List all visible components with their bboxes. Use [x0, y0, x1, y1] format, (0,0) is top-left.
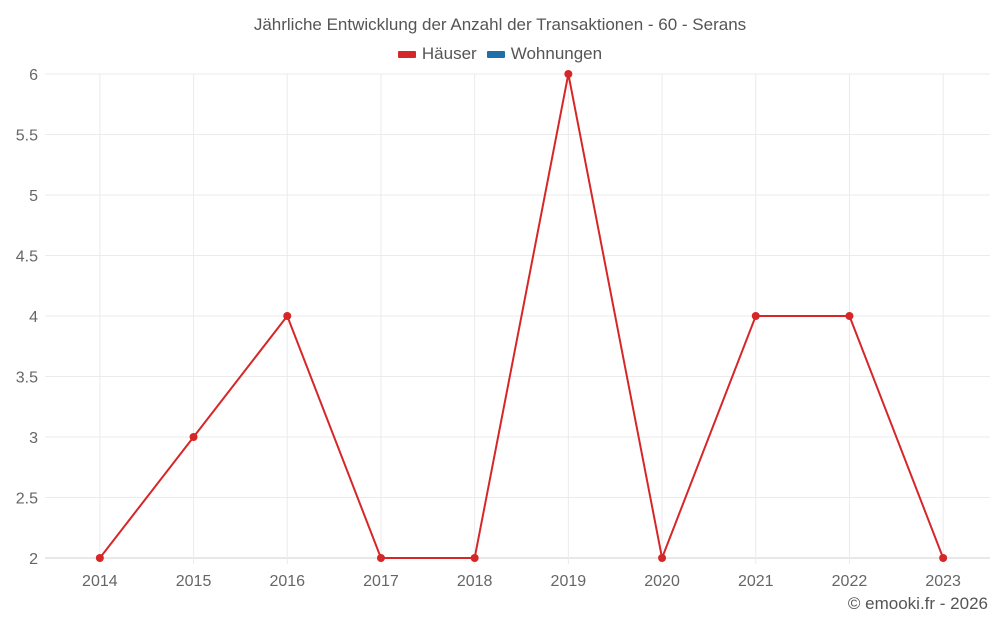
legend-item-haeuser[interactable]: Häuser [397, 44, 477, 64]
data-point[interactable] [658, 554, 667, 562]
legend-label-wohnungen: Wohnungen [510, 44, 603, 63]
x-tick-label: 2018 [457, 573, 493, 590]
data-point[interactable] [95, 554, 104, 562]
x-tick-label: 2020 [644, 573, 680, 590]
y-tick-label: 5 [29, 188, 38, 205]
y-tick-label: 4 [29, 309, 38, 326]
x-tick-label: 2023 [925, 573, 961, 590]
y-tick-label: 3.5 [16, 370, 38, 387]
chart-title: Jährliche Entwicklung der Anzahl der Tra… [253, 15, 747, 34]
x-tick-label: 2019 [551, 573, 587, 590]
y-tick-label: 5.5 [16, 128, 38, 145]
x-tick-label: 2015 [176, 573, 212, 590]
data-point[interactable] [189, 433, 198, 441]
data-point[interactable] [939, 554, 948, 562]
legend: Häuser Wohnungen [0, 44, 1000, 64]
series-line [99, 73, 945, 562]
y-tick-label: 6 [29, 67, 38, 84]
legend-label-haeuser: Häuser [421, 44, 477, 63]
data-point[interactable] [751, 312, 760, 320]
x-tick-label: 2016 [269, 573, 305, 590]
legend-swatch-haeuser [397, 50, 416, 58]
legend-swatch-wohnungen [486, 50, 505, 58]
y-tick-label: 2.5 [16, 491, 38, 508]
y-tick-label: 4.5 [16, 249, 38, 266]
x-tick-label: 2014 [82, 573, 118, 590]
y-tick-label: 2 [29, 551, 38, 568]
data-point[interactable] [564, 70, 573, 78]
x-tick-label: 2022 [832, 573, 868, 590]
data-point[interactable] [283, 312, 292, 320]
x-tick-label: 2017 [363, 573, 399, 590]
legend-item-wohnungen[interactable]: Wohnungen [486, 44, 603, 64]
data-point[interactable] [470, 554, 479, 562]
data-point[interactable] [376, 554, 385, 562]
data-point[interactable] [845, 312, 854, 320]
credit-text: © emooki.fr - 2026 [847, 594, 988, 613]
x-tick-label: 2021 [738, 573, 774, 590]
y-tick-label: 3 [29, 430, 38, 447]
